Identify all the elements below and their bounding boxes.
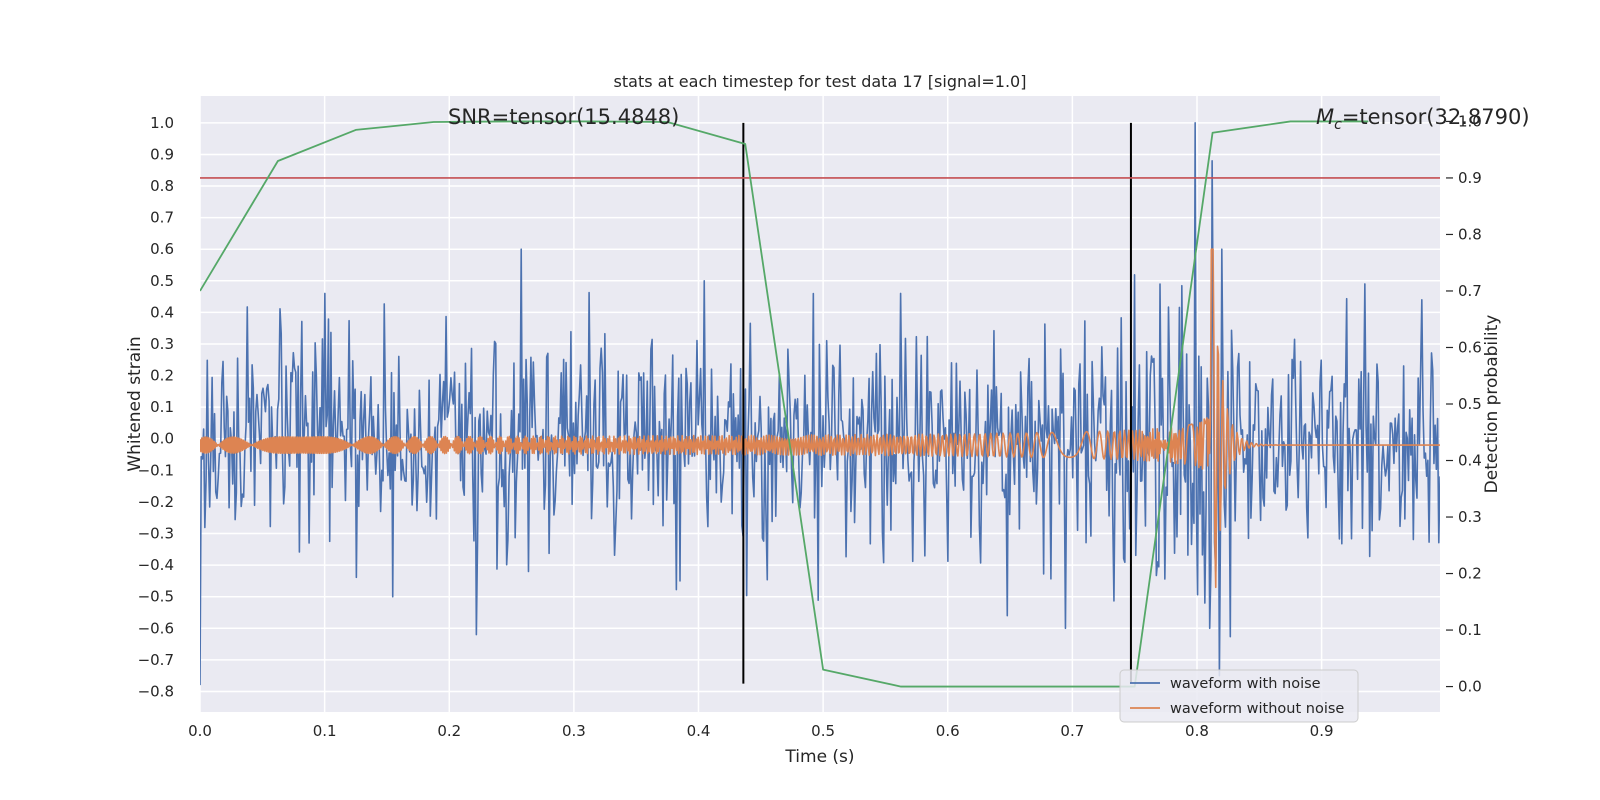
x-tick-label: 0.2: [437, 722, 461, 740]
right-y-tick-label: 0.2: [1458, 565, 1482, 583]
left-y-tick-label: 0.1: [150, 398, 174, 416]
right-y-tick-label: 0.5: [1458, 395, 1482, 413]
x-tick-label: 0.1: [313, 722, 337, 740]
left-y-tick-label: 0.5: [150, 272, 174, 290]
right-y-tick-label: 0.9: [1458, 169, 1482, 187]
legend-box: [1119, 669, 1359, 723]
x-tick-label: 0.9: [1310, 722, 1334, 740]
left-y-tick-label: 0.7: [150, 209, 174, 227]
left-y-tick-label: 0.2: [150, 367, 174, 385]
x-tick-labels: 0.0 0.1 0.2 0.3 0.4 0.5 0.6 0.7 0.8 0.9: [188, 722, 1333, 740]
right-y-tick-label: 0.3: [1458, 508, 1482, 526]
legend-label-waveform-with-noise: waveform with noise: [1170, 676, 1321, 692]
right-y-axis-label: Detection probability: [1482, 315, 1502, 494]
left-y-tick-label: −0.5: [138, 588, 174, 606]
x-tick-label: 0.7: [1060, 722, 1084, 740]
left-y-tick-label: 0.0: [150, 430, 174, 448]
x-tick-label: 0.3: [562, 722, 586, 740]
left-y-tick-label: −0.2: [138, 493, 174, 511]
right-y-tick-label: 1.0: [1458, 112, 1482, 130]
right-y-tick-label: 0.1: [1458, 621, 1482, 639]
right-y-tick-labels: 0.0 0.1 0.2 0.3 0.4 0.5 0.6 0.7 0.8 0.9 1.0: [1446, 112, 1482, 696]
left-y-tick-label: −0.7: [138, 651, 174, 669]
legend-label-waveform-without-noise: waveform without noise: [1170, 701, 1344, 717]
left-y-tick-label: 0.6: [150, 240, 174, 258]
mc-subscript: c: [1334, 117, 1342, 133]
left-y-tick-label: −0.3: [138, 525, 174, 543]
right-y-tick-label: 0.6: [1458, 338, 1482, 356]
left-y-tick-label: 0.4: [150, 303, 174, 321]
left-y-tick-label: 1.0: [150, 114, 174, 132]
chart-title: stats at each timestep for test data 17 …: [614, 72, 1027, 91]
x-tick-label: 0.0: [188, 722, 212, 740]
legend: waveform with noise waveform without noi…: [1119, 669, 1359, 723]
snr-annotation: SNR=tensor(15.4848): [448, 105, 679, 129]
left-y-tick-label: −0.1: [138, 461, 174, 479]
right-y-tick-label: 0.0: [1458, 678, 1482, 696]
right-y-tick-label: 0.4: [1458, 452, 1482, 470]
left-y-tick-label: 0.8: [150, 177, 174, 195]
left-y-axis-label: Whitened strain: [125, 336, 145, 471]
left-y-tick-label: −0.8: [138, 682, 174, 700]
right-y-tick-label: 0.8: [1458, 225, 1482, 243]
left-y-tick-label: 0.3: [150, 335, 174, 353]
x-axis-label: Time (s): [784, 747, 854, 767]
left-y-tick-labels: −0.8 −0.7 −0.6 −0.5 −0.4 −0.3 −0.2 −0.1 0.0 0.1 0.…: [138, 114, 174, 701]
left-y-tick-label: 0.9: [150, 145, 174, 163]
mc-annotation: Mc=tensor(32.8790): [1316, 105, 1530, 133]
mc-symbol: M: [1316, 105, 1334, 129]
mc-value: =tensor(32.8790): [1342, 105, 1530, 129]
x-tick-label: 0.8: [1185, 722, 1209, 740]
x-tick-label: 0.6: [936, 722, 960, 740]
series-waveform-without-noise: [200, 248, 1440, 589]
series-detection-probability: [200, 120, 1369, 688]
right-y-tick-label: 0.7: [1458, 282, 1482, 300]
left-y-tick-label: −0.4: [138, 556, 174, 574]
x-tick-label: 0.4: [687, 722, 711, 740]
left-y-tick-label: −0.6: [138, 619, 174, 637]
x-tick-label: 0.5: [811, 722, 835, 740]
